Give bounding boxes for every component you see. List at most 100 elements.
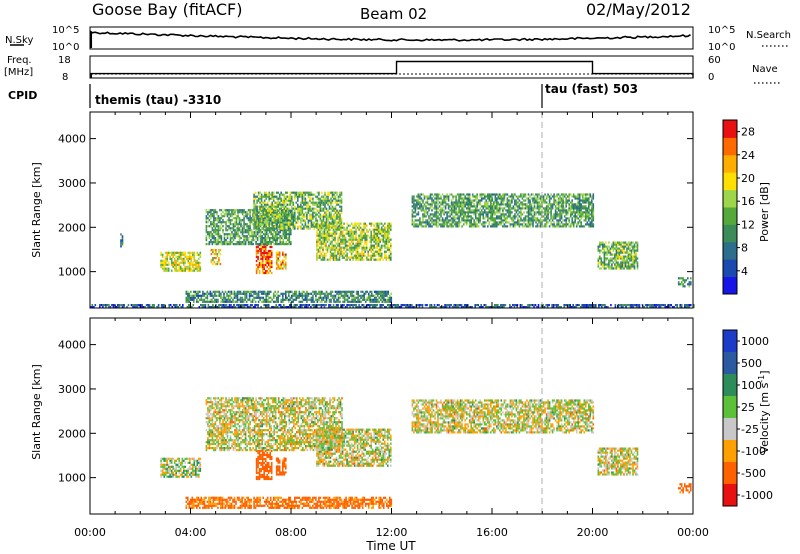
heatmap-cell <box>629 265 631 268</box>
heatmap-cell <box>340 242 342 245</box>
heatmap-cell <box>212 294 215 297</box>
heatmap-cell <box>325 209 328 212</box>
heatmap-cell <box>343 226 345 229</box>
heatmap-cell <box>267 249 270 253</box>
heatmap-cell <box>367 294 370 297</box>
heatmap-cell <box>434 197 436 200</box>
heatmap-cell <box>286 213 289 216</box>
heatmap-cell <box>432 219 435 222</box>
heatmap-cell <box>253 296 255 299</box>
heatmap-cell <box>380 228 383 231</box>
heatmap-cell <box>461 197 463 200</box>
heatmap-cell <box>274 213 276 216</box>
heatmap-cell <box>350 238 353 241</box>
heatmap-cell <box>417 195 420 198</box>
heatmap-cell <box>387 292 390 295</box>
heatmap-cell <box>482 225 485 228</box>
heatmap-cell <box>142 306 145 309</box>
heatmap-cell <box>432 195 435 198</box>
heatmap-cell <box>350 230 353 233</box>
heatmap-cell <box>256 209 258 212</box>
heatmap-cell <box>414 215 417 218</box>
heatmap-cell <box>271 207 273 210</box>
heatmap-cell <box>331 226 333 229</box>
heatmap-cell <box>264 271 267 275</box>
heatmap-cell <box>449 209 451 212</box>
heatmap-cell <box>443 211 445 214</box>
heatmap-cell <box>270 233 272 236</box>
heatmap-cell <box>247 241 250 244</box>
heatmap-cell <box>477 219 480 222</box>
heatmap-cell <box>356 238 359 241</box>
heatmap-cell <box>636 243 639 246</box>
heatmap-cell <box>615 263 618 266</box>
heatmap-cell <box>352 232 354 235</box>
heatmap-cell <box>326 250 329 253</box>
heatmap-cell <box>202 290 204 293</box>
heatmap-cell <box>479 207 481 210</box>
heatmap-cell <box>455 211 457 214</box>
heatmap-cell <box>624 263 627 266</box>
heatmap-cell <box>277 213 279 216</box>
heatmap-cell <box>255 267 258 271</box>
heatmap-cell <box>532 223 534 226</box>
heatmap-cell <box>343 300 346 303</box>
heatmap-cell <box>239 292 242 295</box>
heatmap-cell <box>303 207 305 210</box>
heatmap-cell <box>577 213 579 216</box>
heatmap-cell <box>518 205 521 208</box>
heatmap-cell <box>268 197 270 200</box>
heatmap-cell <box>345 292 347 295</box>
heatmap-cell <box>350 234 353 237</box>
heatmap-cell <box>327 215 329 218</box>
heatmap-cell <box>219 229 221 232</box>
heatmap-cell <box>384 222 386 225</box>
heatmap-cell <box>635 261 637 264</box>
heatmap-cell <box>547 207 549 210</box>
heatmap-cell <box>211 213 214 216</box>
heatmap-cell <box>329 222 332 225</box>
heatmap-cell <box>554 201 557 204</box>
heatmap-cell <box>500 197 503 200</box>
heatmap-cell <box>266 269 268 273</box>
heatmap-cell <box>428 195 430 198</box>
heatmap-cell <box>234 237 236 240</box>
heatmap-cell <box>420 209 423 212</box>
heatmap-cell <box>467 201 469 204</box>
heatmap-cell <box>340 238 342 241</box>
heatmap-cell <box>465 201 468 204</box>
nsearch-tick-bottom: 10^0 <box>708 42 735 53</box>
heatmap-cell <box>434 201 436 204</box>
heatmap-cell <box>172 265 174 268</box>
heatmap-cell <box>111 304 113 307</box>
heatmap-cell <box>359 240 362 243</box>
heatmap-cell <box>521 219 524 222</box>
heatmap-cell <box>237 223 239 226</box>
heatmap-cell <box>605 241 607 244</box>
heatmap-cell <box>288 227 290 230</box>
heatmap-cell <box>258 263 261 267</box>
heatmap-cell <box>583 205 586 208</box>
heatmap-cell <box>368 228 371 231</box>
heatmap-cell <box>271 205 273 208</box>
heatmap-cell <box>346 240 348 243</box>
heatmap-cell <box>332 254 335 257</box>
heatmap-cell <box>216 217 218 220</box>
heatmap-cell <box>316 298 319 301</box>
heatmap-cell <box>476 205 478 208</box>
heatmap-cell <box>289 227 292 230</box>
heatmap-cell <box>262 213 264 216</box>
heatmap-cell <box>270 253 273 257</box>
heatmap-cell <box>207 225 209 228</box>
heatmap-cell <box>464 211 466 214</box>
heatmap-cell <box>247 227 250 230</box>
heatmap-cell <box>535 225 537 228</box>
heatmap-cell <box>470 223 472 226</box>
heatmap-cell <box>556 203 558 206</box>
heatmap-cell <box>609 251 612 254</box>
heatmap-cell <box>304 221 307 224</box>
heatmap-cell <box>141 306 143 309</box>
heatmap-cell <box>351 290 353 293</box>
heatmap-cell <box>362 228 365 231</box>
heatmap-cell <box>333 193 335 196</box>
